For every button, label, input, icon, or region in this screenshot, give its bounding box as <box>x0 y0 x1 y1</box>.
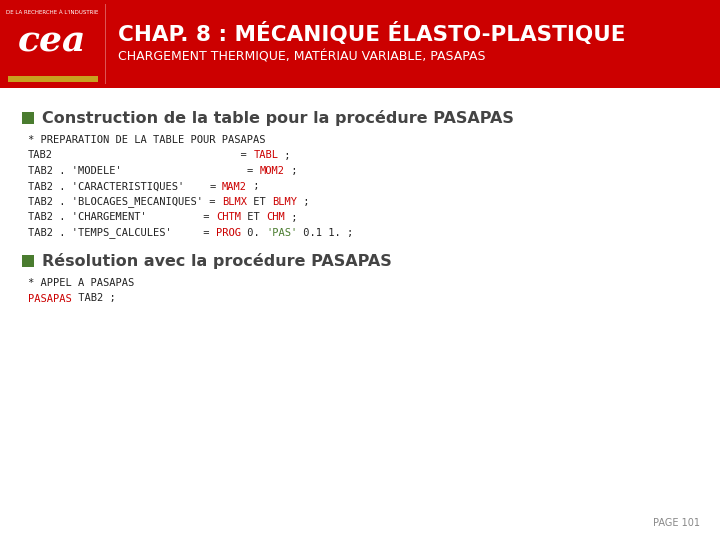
Text: CHAP. 8 : MÉCANIQUE ÉLASTO-PLASTIQUE: CHAP. 8 : MÉCANIQUE ÉLASTO-PLASTIQUE <box>118 23 626 45</box>
Text: TAB2: TAB2 <box>28 151 53 160</box>
Text: CHM: CHM <box>266 213 284 222</box>
Text: ET: ET <box>247 197 272 207</box>
Text: 0.1 1. ;: 0.1 1. ; <box>297 228 354 238</box>
Text: MOM2: MOM2 <box>260 166 284 176</box>
Text: ;: ; <box>284 213 297 222</box>
Bar <box>8 76 98 82</box>
Text: PROG: PROG <box>216 228 240 238</box>
Text: =: = <box>53 151 253 160</box>
Text: TAB2 . 'CHARGEMENT': TAB2 . 'CHARGEMENT' <box>28 213 147 222</box>
Text: TAB2 . 'TEMPS_CALCULES': TAB2 . 'TEMPS_CALCULES' <box>28 227 172 239</box>
Text: ;: ; <box>247 181 260 192</box>
Text: BLMY: BLMY <box>272 197 297 207</box>
Text: ;: ; <box>279 151 291 160</box>
Text: Construction de la table pour la procédure PASAPAS: Construction de la table pour la procédu… <box>42 110 514 126</box>
Text: TAB2 ;: TAB2 ; <box>72 294 116 303</box>
Text: CHTM: CHTM <box>216 213 240 222</box>
Text: PAGE 101: PAGE 101 <box>653 518 700 528</box>
Bar <box>22 112 34 124</box>
Bar <box>22 255 34 267</box>
Text: BLMX: BLMX <box>222 197 247 207</box>
Text: 'PAS': 'PAS' <box>266 228 297 238</box>
Text: PASAPAS: PASAPAS <box>28 294 72 303</box>
Text: TAB2 . 'CARACTERISTIQUES': TAB2 . 'CARACTERISTIQUES' <box>28 181 184 192</box>
Text: ;: ; <box>297 197 310 207</box>
Text: =: = <box>147 213 216 222</box>
Text: ;: ; <box>284 166 297 176</box>
Text: DE LA RECHERCHE À L'INDUSTRIE: DE LA RECHERCHE À L'INDUSTRIE <box>6 10 98 15</box>
Bar <box>0 0 720 88</box>
Text: =: = <box>122 166 259 176</box>
Bar <box>105 4 106 84</box>
Text: * PREPARATION DE LA TABLE POUR PASAPAS: * PREPARATION DE LA TABLE POUR PASAPAS <box>28 135 266 145</box>
Text: =: = <box>184 181 222 192</box>
Text: ET: ET <box>241 213 266 222</box>
Text: TAB2 . 'BLOCAGES_MECANIQUES' =: TAB2 . 'BLOCAGES_MECANIQUES' = <box>28 197 222 207</box>
Text: MAM2: MAM2 <box>222 181 247 192</box>
Text: * APPEL A PASAPAS: * APPEL A PASAPAS <box>28 278 134 288</box>
Text: TAB2 . 'MODELE': TAB2 . 'MODELE' <box>28 166 122 176</box>
Text: cea: cea <box>18 24 86 58</box>
Text: TABL: TABL <box>253 151 279 160</box>
Text: Résolution avec la procédure PASAPAS: Résolution avec la procédure PASAPAS <box>42 253 392 269</box>
Text: =: = <box>172 228 216 238</box>
Text: 0.: 0. <box>241 228 266 238</box>
Text: CHARGEMENT THERMIQUE, MATÉRIAU VARIABLE, PASAPAS: CHARGEMENT THERMIQUE, MATÉRIAU VARIABLE,… <box>118 51 485 64</box>
